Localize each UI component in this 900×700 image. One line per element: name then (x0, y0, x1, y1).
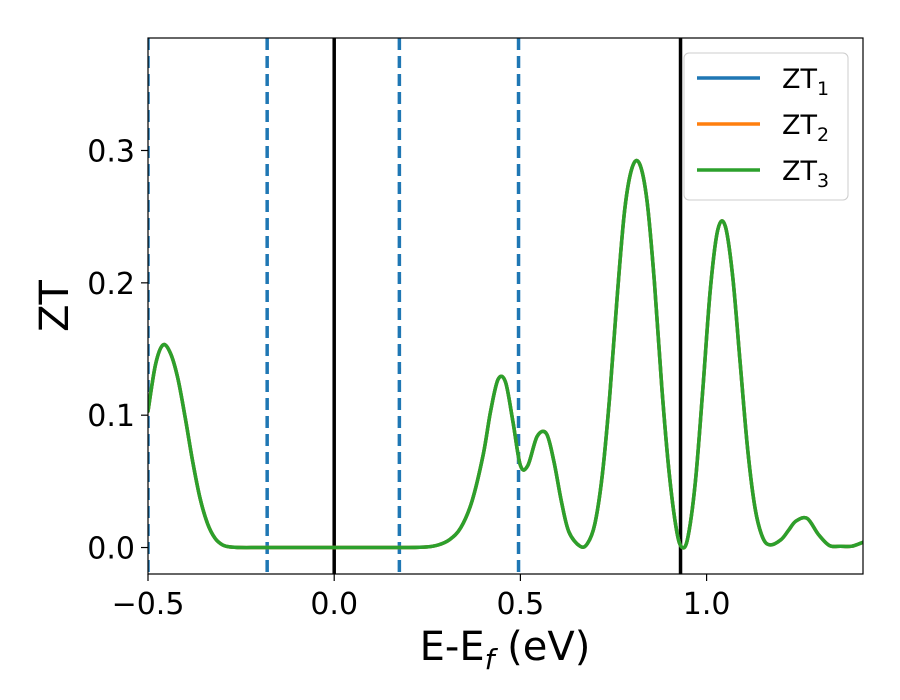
plot-frame (147, 37, 864, 575)
legend-box (683, 52, 849, 201)
vertical-lines (148, 38, 683, 574)
y-axis-ticks: 0.0 0.1 0.2 0.3 (87, 134, 148, 567)
y-axis-label: ZT (32, 280, 78, 332)
legend-label-3: ZT3 (782, 156, 829, 192)
x-axis-label: E-Ef (eV) (420, 624, 591, 676)
x-tick-label: 0.5 (497, 587, 545, 622)
y-tick-label: 0.0 (87, 532, 135, 567)
series-line-3 (148, 158, 863, 550)
series-lines (148, 158, 863, 550)
legend-label-1: ZT1 (782, 64, 829, 100)
y-tick-label: 0.3 (87, 134, 135, 169)
x-axis-ticks: −0.5 0.0 0.5 1.0 (112, 574, 731, 622)
y-tick-label: 0.2 (87, 267, 135, 302)
x-tick-label: −0.5 (112, 587, 185, 622)
legend: ZT1 ZT2 ZT3 (683, 52, 849, 201)
legend-label-2: ZT2 (782, 110, 829, 146)
x-tick-label: 1.0 (683, 587, 731, 622)
x-tick-label: 0.0 (310, 587, 358, 622)
y-tick-label: 0.1 (87, 399, 135, 434)
